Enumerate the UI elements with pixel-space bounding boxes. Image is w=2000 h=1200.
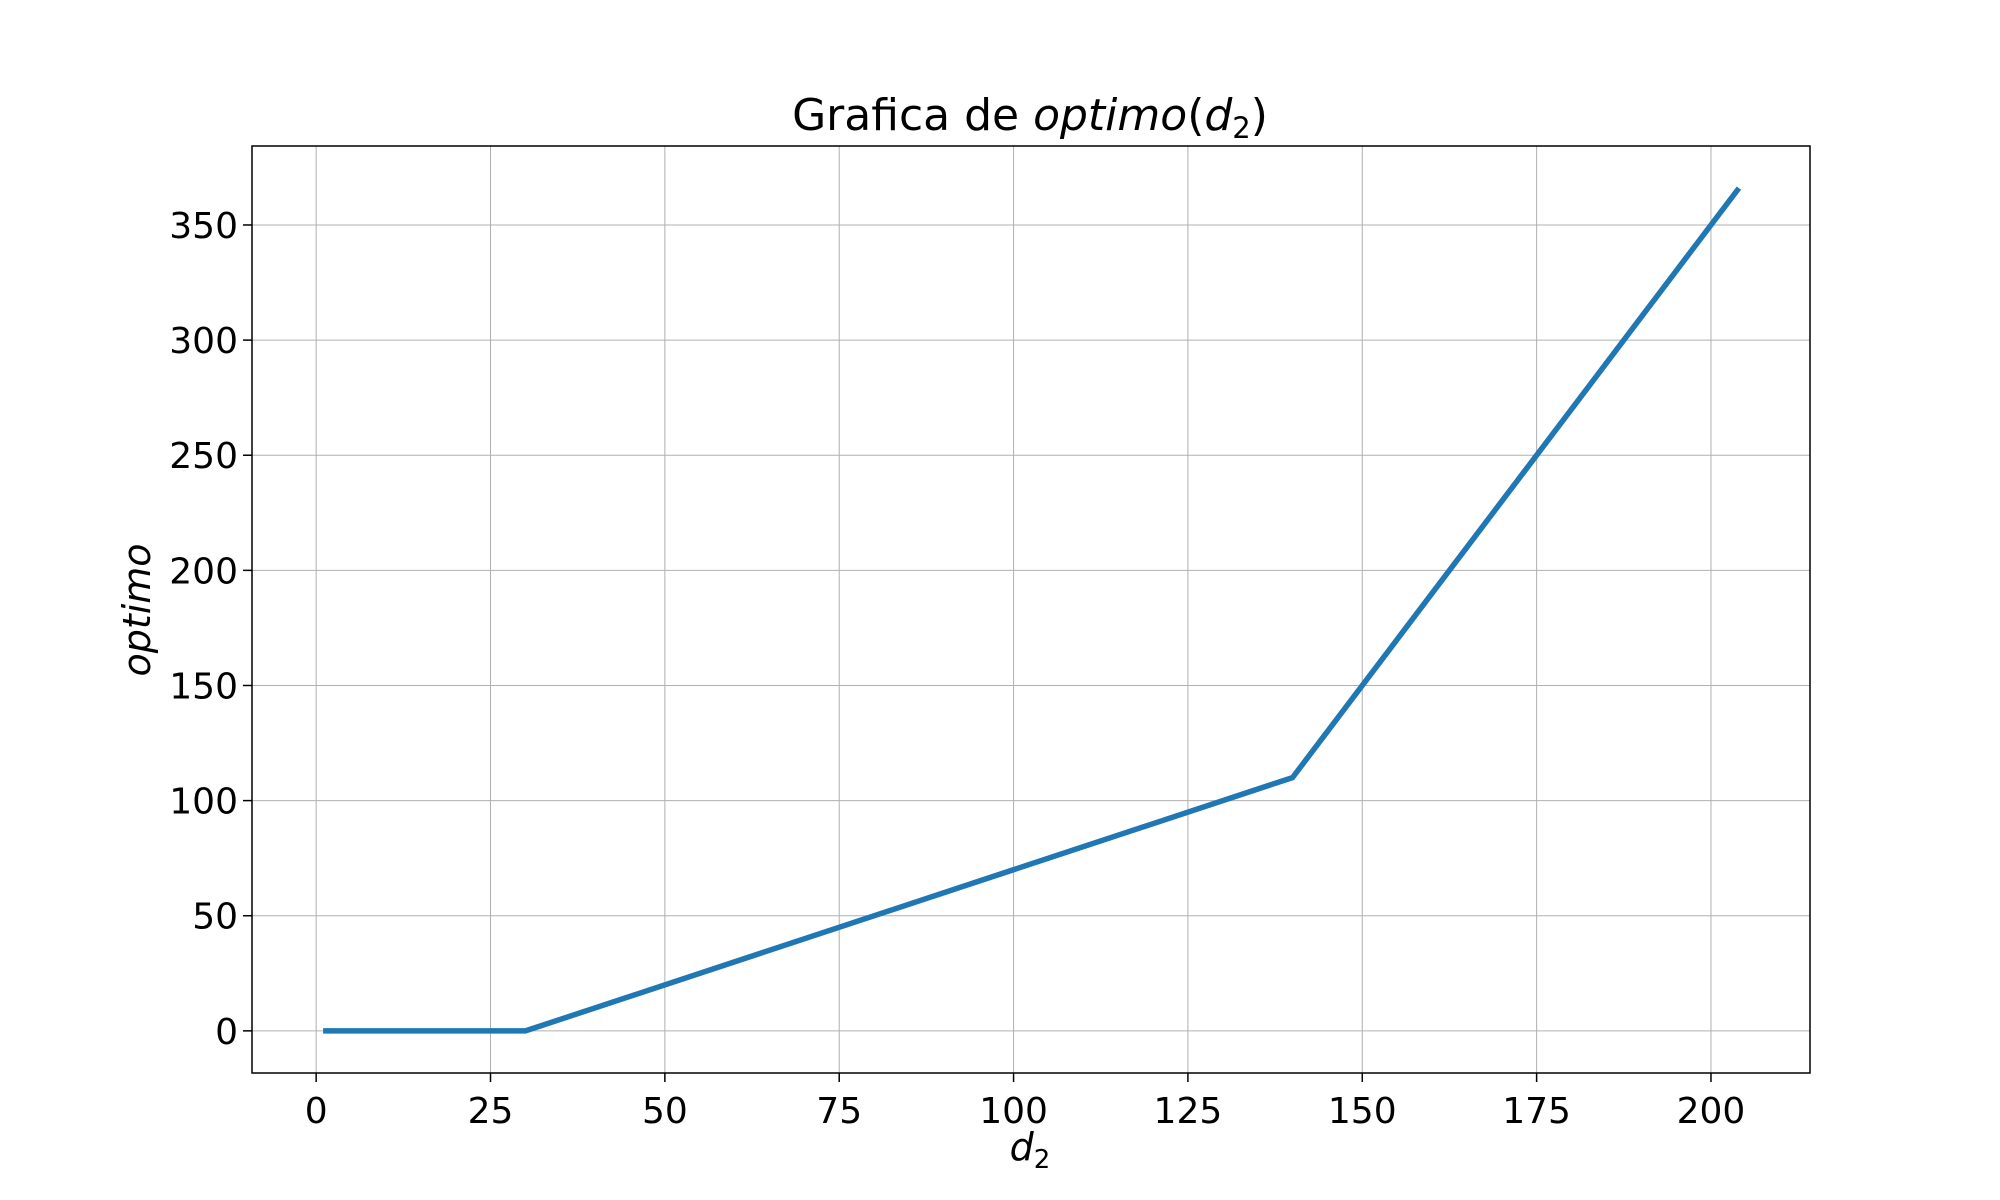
x-axis-label-var: d — [1010, 1125, 1035, 1169]
x-tick-label-8: 200 — [1677, 1091, 1746, 1132]
y-tick-label-0: 0 — [215, 1012, 238, 1053]
chart-title-func: optimo — [1033, 90, 1187, 141]
x-axis-label-sub: 2 — [1034, 1145, 1051, 1175]
x-tick-label-7: 175 — [1502, 1091, 1571, 1132]
y-axis-ticks: 0 50 100 150 200 250 300 350 — [169, 206, 252, 1053]
grid-lines — [252, 146, 1810, 1073]
x-tick-label-5: 125 — [1154, 1091, 1223, 1132]
y-tick-label-7: 350 — [169, 206, 238, 247]
x-tick-label-2: 50 — [642, 1091, 688, 1132]
x-axis-ticks: 0 25 50 75 100 125 150 175 200 — [305, 1073, 1746, 1132]
y-axis-label: optimo — [115, 543, 159, 676]
y-tick-label-4: 200 — [169, 551, 238, 592]
series-layer — [323, 186, 1742, 1034]
x-tick-label-3: 75 — [816, 1091, 862, 1132]
x-tick-label-1: 25 — [468, 1091, 514, 1132]
x-tick-label-6: 150 — [1328, 1091, 1397, 1132]
chart-title-prefix: Grafica de — [792, 90, 1033, 141]
series-line-0 — [323, 186, 1742, 1034]
chart-title-sub: 2 — [1232, 111, 1250, 145]
y-tick-label-5: 250 — [169, 436, 238, 477]
chart-title-close: ) — [1251, 90, 1268, 141]
chart-title: Grafica de optimo(d2) — [792, 90, 1268, 145]
x-tick-label-0: 0 — [305, 1091, 328, 1132]
y-tick-label-3: 150 — [169, 666, 238, 707]
y-tick-label-6: 300 — [169, 321, 238, 362]
y-tick-label-1: 50 — [192, 897, 238, 938]
x-tick-label-4: 100 — [979, 1091, 1048, 1132]
chart-title-var: d — [1204, 90, 1233, 141]
plot-frame — [251, 145, 1811, 1074]
x-axis-label: d2 — [1010, 1125, 1051, 1175]
y-tick-label-2: 100 — [169, 782, 238, 823]
chart-title-open: ( — [1187, 90, 1204, 141]
